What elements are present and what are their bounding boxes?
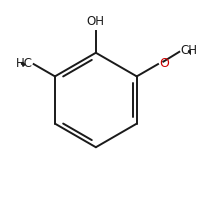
Text: CH: CH	[180, 44, 197, 57]
Text: O: O	[159, 57, 169, 70]
Text: OH: OH	[87, 15, 105, 28]
Text: HC: HC	[16, 57, 33, 70]
